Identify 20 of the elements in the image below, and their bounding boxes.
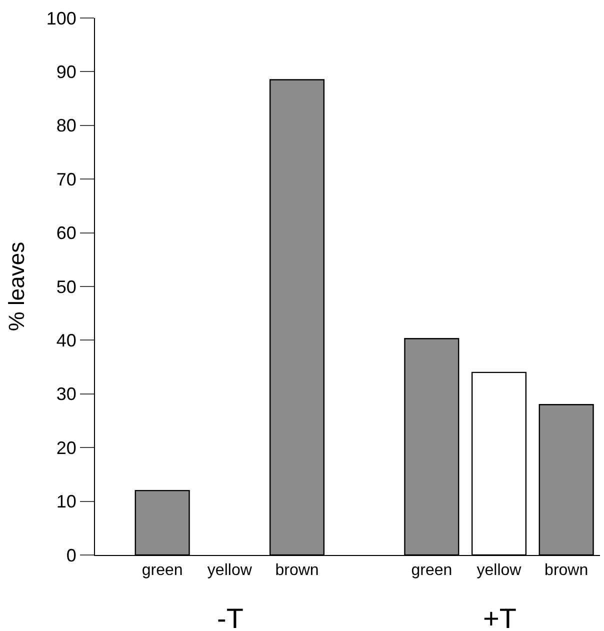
y-axis-title: % leaves bbox=[4, 242, 30, 332]
y-tick-label: 30 bbox=[56, 384, 76, 404]
x-tick-label: brown bbox=[544, 562, 588, 580]
x-tick-label: green bbox=[411, 562, 452, 580]
y-tick-label: 10 bbox=[56, 492, 76, 512]
y-tick-label: 40 bbox=[56, 330, 76, 350]
y-tick-label: 0 bbox=[66, 545, 76, 566]
y-tick-label: 70 bbox=[56, 169, 76, 190]
y-tick-label: 90 bbox=[56, 62, 76, 82]
text: -T bbox=[217, 603, 244, 631]
text: +T bbox=[483, 603, 516, 631]
y-tick-label: 20 bbox=[56, 438, 76, 458]
x-tick-label: brown bbox=[275, 562, 319, 580]
x-tick-label: yellow bbox=[207, 562, 252, 580]
x-tick-label: yellow bbox=[476, 562, 522, 580]
y-tick-label: 80 bbox=[56, 116, 76, 136]
y-tick-label: 60 bbox=[56, 223, 76, 244]
y-tick-label: 100 bbox=[46, 8, 76, 28]
y-tick-label: 50 bbox=[56, 276, 76, 297]
x-tick-label: green bbox=[142, 562, 183, 580]
